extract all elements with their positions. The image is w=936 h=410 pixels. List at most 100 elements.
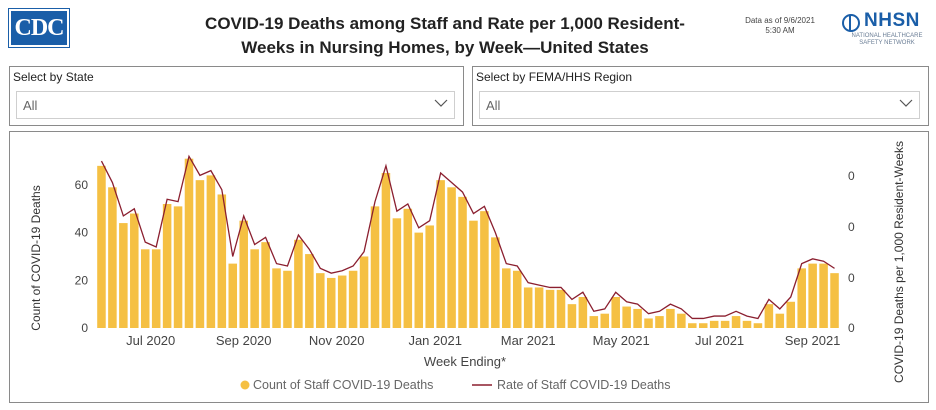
y-tick-label: 60 bbox=[75, 178, 89, 192]
bar bbox=[622, 306, 631, 328]
bar bbox=[130, 213, 139, 328]
bar bbox=[731, 316, 741, 328]
bar bbox=[140, 249, 150, 328]
bar bbox=[502, 268, 511, 328]
bar bbox=[261, 242, 270, 328]
bar bbox=[414, 232, 424, 328]
state-filter-label: Select by State bbox=[13, 70, 94, 84]
bar bbox=[644, 318, 653, 328]
bar bbox=[436, 180, 445, 328]
cdc-logo-text: CDC bbox=[14, 14, 65, 41]
state-filter: Select by State All bbox=[9, 66, 464, 126]
data-as-of: Data as of 9/6/2021 5:30 AM bbox=[725, 16, 835, 36]
bar bbox=[403, 208, 413, 328]
bar bbox=[578, 297, 588, 328]
bar bbox=[184, 158, 194, 328]
bar bbox=[830, 273, 839, 328]
bar bbox=[797, 268, 806, 328]
bar bbox=[753, 323, 763, 328]
legend-marker-count bbox=[240, 380, 250, 390]
bar bbox=[655, 316, 664, 328]
bar bbox=[534, 287, 544, 328]
bar bbox=[447, 187, 456, 328]
bar bbox=[480, 211, 489, 328]
bar bbox=[688, 323, 697, 328]
bar bbox=[786, 301, 796, 328]
bar bbox=[337, 275, 347, 328]
region-dropdown[interactable]: All bbox=[479, 91, 920, 119]
bar bbox=[359, 256, 369, 328]
y-tick-label: 0 bbox=[81, 321, 88, 335]
bar bbox=[523, 287, 533, 328]
bar bbox=[709, 320, 719, 328]
bar bbox=[316, 273, 325, 328]
bar bbox=[764, 304, 774, 328]
bar bbox=[633, 308, 642, 328]
bar bbox=[283, 270, 292, 328]
bar bbox=[469, 220, 478, 328]
bar bbox=[775, 313, 785, 328]
bar bbox=[173, 206, 183, 328]
legend-label-count: Count of Staff COVID-19 Deaths bbox=[253, 378, 433, 392]
bar bbox=[228, 263, 238, 328]
bar bbox=[239, 220, 248, 328]
x-tick-label: May 2021 bbox=[593, 333, 650, 348]
bar bbox=[491, 237, 500, 328]
y2-axis-label: COVID-19 Deaths per 1,000 Resident-Weeks bbox=[892, 141, 906, 383]
y-tick-label: 20 bbox=[75, 273, 89, 287]
chevron-down-icon bbox=[434, 99, 448, 107]
chevron-down-icon bbox=[899, 99, 913, 107]
state-dropdown-value: All bbox=[23, 98, 38, 113]
legend: Count of Staff COVID-19 Deaths Rate of S… bbox=[240, 378, 670, 392]
x-tick-label: Nov 2020 bbox=[309, 333, 365, 348]
bar bbox=[294, 239, 303, 328]
x-tick-label: Jan 2021 bbox=[408, 333, 462, 348]
rate-line bbox=[100, 154, 835, 320]
bar bbox=[567, 304, 577, 328]
bar bbox=[119, 223, 128, 328]
x-tick-label: Sep 2020 bbox=[216, 333, 272, 348]
y2-tick-label: 0 bbox=[848, 220, 855, 234]
bar bbox=[151, 249, 161, 328]
x-axis-label: Week Ending* bbox=[424, 354, 506, 369]
chart-panel: 0 20 40 60 0 0 0 0 Jul 2020 Sep 2020 Nov 2020 Jan… bbox=[9, 131, 929, 403]
bar bbox=[512, 270, 522, 328]
x-tick-label: Jul 2021 bbox=[695, 333, 744, 348]
region-dropdown-value: All bbox=[486, 98, 501, 113]
bar bbox=[600, 313, 610, 328]
bar bbox=[195, 180, 205, 328]
x-tick-label: Jul 2020 bbox=[126, 333, 175, 348]
bar bbox=[611, 297, 620, 328]
bar bbox=[250, 249, 259, 328]
bar bbox=[677, 313, 686, 328]
cdc-logo: CDC bbox=[9, 9, 69, 47]
bar bbox=[720, 320, 730, 328]
bar bbox=[206, 175, 216, 328]
x-tick-label: Mar 2021 bbox=[501, 333, 556, 348]
chart-title: COVID-19 Deaths among Staff and Rate per… bbox=[120, 12, 770, 60]
bar bbox=[425, 225, 434, 328]
nhsn-emblem-icon bbox=[842, 14, 860, 32]
state-dropdown[interactable]: All bbox=[16, 91, 455, 119]
data-as-of-date: Data as of 9/6/2021 bbox=[745, 16, 815, 25]
chart-title-line-1: COVID-19 Deaths among Staff and Rate per… bbox=[205, 14, 685, 33]
bar bbox=[217, 194, 227, 328]
bar bbox=[666, 308, 675, 328]
y2-tick-label: 0 bbox=[848, 271, 855, 285]
y2-tick-label: 0 bbox=[848, 321, 855, 335]
y-tick-label: 40 bbox=[75, 226, 89, 240]
x-tick-label: Sep 2021 bbox=[785, 333, 841, 348]
bar bbox=[808, 263, 817, 328]
data-as-of-time: 5:30 AM bbox=[765, 26, 795, 35]
bar bbox=[370, 206, 380, 328]
bar bbox=[742, 320, 752, 328]
bar bbox=[545, 289, 555, 328]
bar bbox=[326, 277, 336, 328]
chart-title-line-2: Weeks in Nursing Homes, by Week—United S… bbox=[241, 38, 649, 57]
bar bbox=[392, 218, 402, 328]
y-axis-label: Count of COVID-19 Deaths bbox=[29, 185, 43, 330]
nhsn-logo: NHSN National Healthcare Safety Network bbox=[842, 10, 932, 48]
legend-label-rate: Rate of Staff COVID-19 Deaths bbox=[497, 378, 670, 392]
bar bbox=[819, 263, 828, 328]
bar bbox=[108, 187, 117, 328]
